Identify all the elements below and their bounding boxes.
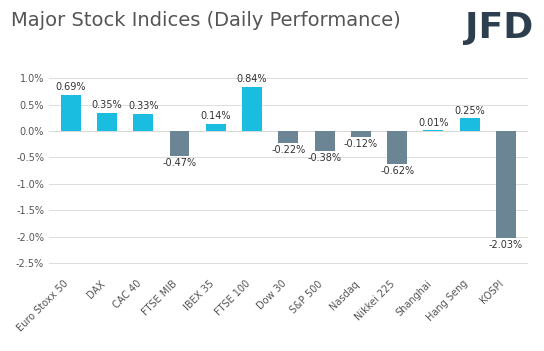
Text: 0.69%: 0.69% [55, 82, 86, 92]
Text: -0.22%: -0.22% [271, 145, 305, 155]
Bar [97, 113, 117, 131]
Text: Major Stock Indices (Daily Performance): Major Stock Indices (Daily Performance) [11, 11, 400, 29]
Text: -0.12%: -0.12% [344, 139, 378, 150]
Bar [351, 131, 371, 137]
Bar [387, 131, 407, 164]
Text: 0.01%: 0.01% [418, 118, 449, 128]
Bar [170, 131, 189, 156]
Bar [496, 131, 516, 238]
Text: -0.38%: -0.38% [307, 153, 342, 163]
Text: -0.47%: -0.47% [163, 158, 196, 168]
Bar [314, 131, 335, 151]
Bar [206, 124, 226, 131]
Text: -2.03%: -2.03% [489, 240, 523, 251]
Bar [133, 114, 153, 131]
Bar [279, 131, 298, 143]
Text: 0.84%: 0.84% [237, 74, 267, 85]
Text: 0.25%: 0.25% [454, 106, 485, 116]
Bar [61, 94, 81, 131]
Bar [242, 87, 262, 131]
Text: -0.62%: -0.62% [380, 166, 414, 176]
Text: 0.33%: 0.33% [128, 101, 158, 112]
Bar [460, 118, 480, 131]
Text: 0.35%: 0.35% [92, 100, 122, 110]
Text: 0.14%: 0.14% [201, 112, 231, 121]
Text: JFD: JFD [465, 11, 533, 45]
